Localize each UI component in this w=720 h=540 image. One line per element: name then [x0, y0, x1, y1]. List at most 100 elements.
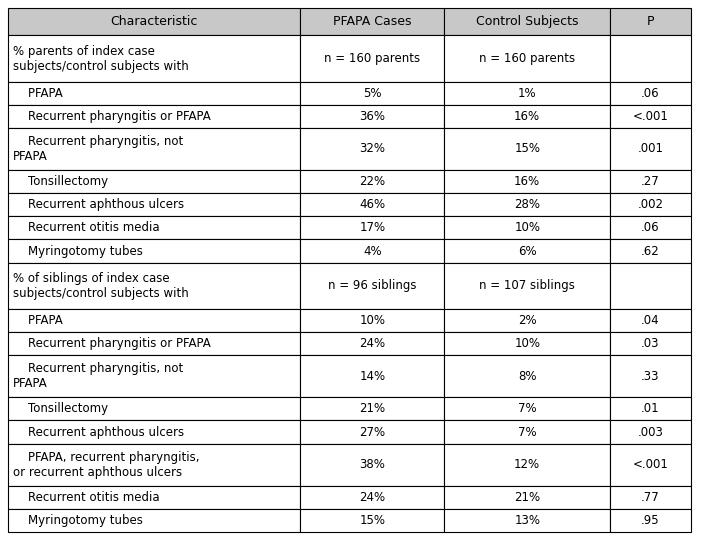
- Text: Myringotomy tubes: Myringotomy tubes: [13, 514, 143, 527]
- Text: 22%: 22%: [359, 175, 385, 188]
- Bar: [8, 193, 300, 217]
- Bar: [300, 239, 444, 262]
- Text: % of siblings of index case
subjects/control subjects with: % of siblings of index case subjects/con…: [13, 272, 189, 300]
- Text: Characteristic: Characteristic: [110, 15, 198, 28]
- Text: n = 107 siblings: n = 107 siblings: [480, 279, 575, 292]
- Text: 21%: 21%: [514, 491, 540, 504]
- Text: P: P: [647, 15, 654, 28]
- Bar: [300, 397, 444, 421]
- Bar: [300, 509, 444, 532]
- Bar: [8, 355, 300, 397]
- Bar: [444, 193, 610, 217]
- Bar: [610, 105, 691, 128]
- Bar: [610, 35, 691, 82]
- Bar: [300, 8, 444, 35]
- Bar: [444, 421, 610, 444]
- Bar: [8, 309, 300, 332]
- Bar: [300, 485, 444, 509]
- Text: .95: .95: [641, 514, 660, 527]
- Text: .01: .01: [641, 402, 660, 415]
- Text: PFAPA Cases: PFAPA Cases: [333, 15, 412, 28]
- Bar: [444, 105, 610, 128]
- Text: Recurrent pharyngitis or PFAPA: Recurrent pharyngitis or PFAPA: [13, 110, 211, 123]
- Bar: [444, 217, 610, 239]
- Bar: [300, 262, 444, 309]
- Text: Myringotomy tubes: Myringotomy tubes: [13, 245, 143, 258]
- Bar: [444, 35, 610, 82]
- Text: 38%: 38%: [359, 458, 385, 471]
- Bar: [300, 35, 444, 82]
- Bar: [444, 485, 610, 509]
- Text: 7%: 7%: [518, 402, 536, 415]
- Text: 15%: 15%: [359, 514, 385, 527]
- Bar: [444, 239, 610, 262]
- Text: .33: .33: [641, 370, 660, 383]
- Text: PFAPA: PFAPA: [13, 314, 63, 327]
- Text: 17%: 17%: [359, 221, 385, 234]
- Text: .27: .27: [641, 175, 660, 188]
- Bar: [610, 170, 691, 193]
- Bar: [8, 444, 300, 485]
- Bar: [444, 309, 610, 332]
- Text: .001: .001: [637, 143, 663, 156]
- Bar: [610, 8, 691, 35]
- Text: n = 96 siblings: n = 96 siblings: [328, 279, 417, 292]
- Text: 16%: 16%: [514, 110, 540, 123]
- Text: 4%: 4%: [363, 245, 382, 258]
- Text: Recurrent aphthous ulcers: Recurrent aphthous ulcers: [13, 198, 184, 211]
- Text: .03: .03: [641, 337, 660, 350]
- Text: 7%: 7%: [518, 426, 536, 438]
- Bar: [8, 128, 300, 170]
- Bar: [8, 421, 300, 444]
- Text: n = 160 parents: n = 160 parents: [324, 52, 420, 65]
- Text: Tonsillectomy: Tonsillectomy: [13, 402, 108, 415]
- Bar: [610, 421, 691, 444]
- Text: .77: .77: [641, 491, 660, 504]
- Text: Recurrent otitis media: Recurrent otitis media: [13, 491, 160, 504]
- Text: 46%: 46%: [359, 198, 385, 211]
- Bar: [610, 397, 691, 421]
- Bar: [8, 82, 300, 105]
- Text: <.001: <.001: [632, 458, 668, 471]
- Text: PFAPA, recurrent pharyngitis,
or recurrent aphthous ulcers: PFAPA, recurrent pharyngitis, or recurre…: [13, 451, 199, 478]
- Text: Recurrent pharyngitis or PFAPA: Recurrent pharyngitis or PFAPA: [13, 337, 211, 350]
- Bar: [8, 397, 300, 421]
- Bar: [610, 309, 691, 332]
- Text: Recurrent otitis media: Recurrent otitis media: [13, 221, 160, 234]
- Text: 36%: 36%: [359, 110, 385, 123]
- Bar: [444, 444, 610, 485]
- Bar: [8, 170, 300, 193]
- Text: .002: .002: [637, 198, 663, 211]
- Text: 24%: 24%: [359, 337, 385, 350]
- Bar: [300, 128, 444, 170]
- Text: 28%: 28%: [514, 198, 540, 211]
- Bar: [610, 332, 691, 355]
- Text: .06: .06: [641, 87, 660, 100]
- Text: 14%: 14%: [359, 370, 385, 383]
- Text: 5%: 5%: [363, 87, 382, 100]
- Bar: [610, 485, 691, 509]
- Bar: [444, 128, 610, 170]
- Bar: [610, 444, 691, 485]
- Text: 27%: 27%: [359, 426, 385, 438]
- Bar: [8, 332, 300, 355]
- Bar: [444, 8, 610, 35]
- Bar: [610, 509, 691, 532]
- Text: <.001: <.001: [632, 110, 668, 123]
- Text: Recurrent pharyngitis, not
PFAPA: Recurrent pharyngitis, not PFAPA: [13, 135, 184, 163]
- Text: 12%: 12%: [514, 458, 540, 471]
- Bar: [444, 332, 610, 355]
- Text: 32%: 32%: [359, 143, 385, 156]
- Bar: [444, 355, 610, 397]
- Text: 10%: 10%: [514, 337, 540, 350]
- Text: 6%: 6%: [518, 245, 536, 258]
- Text: 2%: 2%: [518, 314, 536, 327]
- Bar: [610, 217, 691, 239]
- Text: .04: .04: [641, 314, 660, 327]
- Bar: [300, 105, 444, 128]
- Bar: [610, 193, 691, 217]
- Text: 10%: 10%: [359, 314, 385, 327]
- Text: PFAPA: PFAPA: [13, 87, 63, 100]
- Text: Tonsillectomy: Tonsillectomy: [13, 175, 108, 188]
- Bar: [300, 421, 444, 444]
